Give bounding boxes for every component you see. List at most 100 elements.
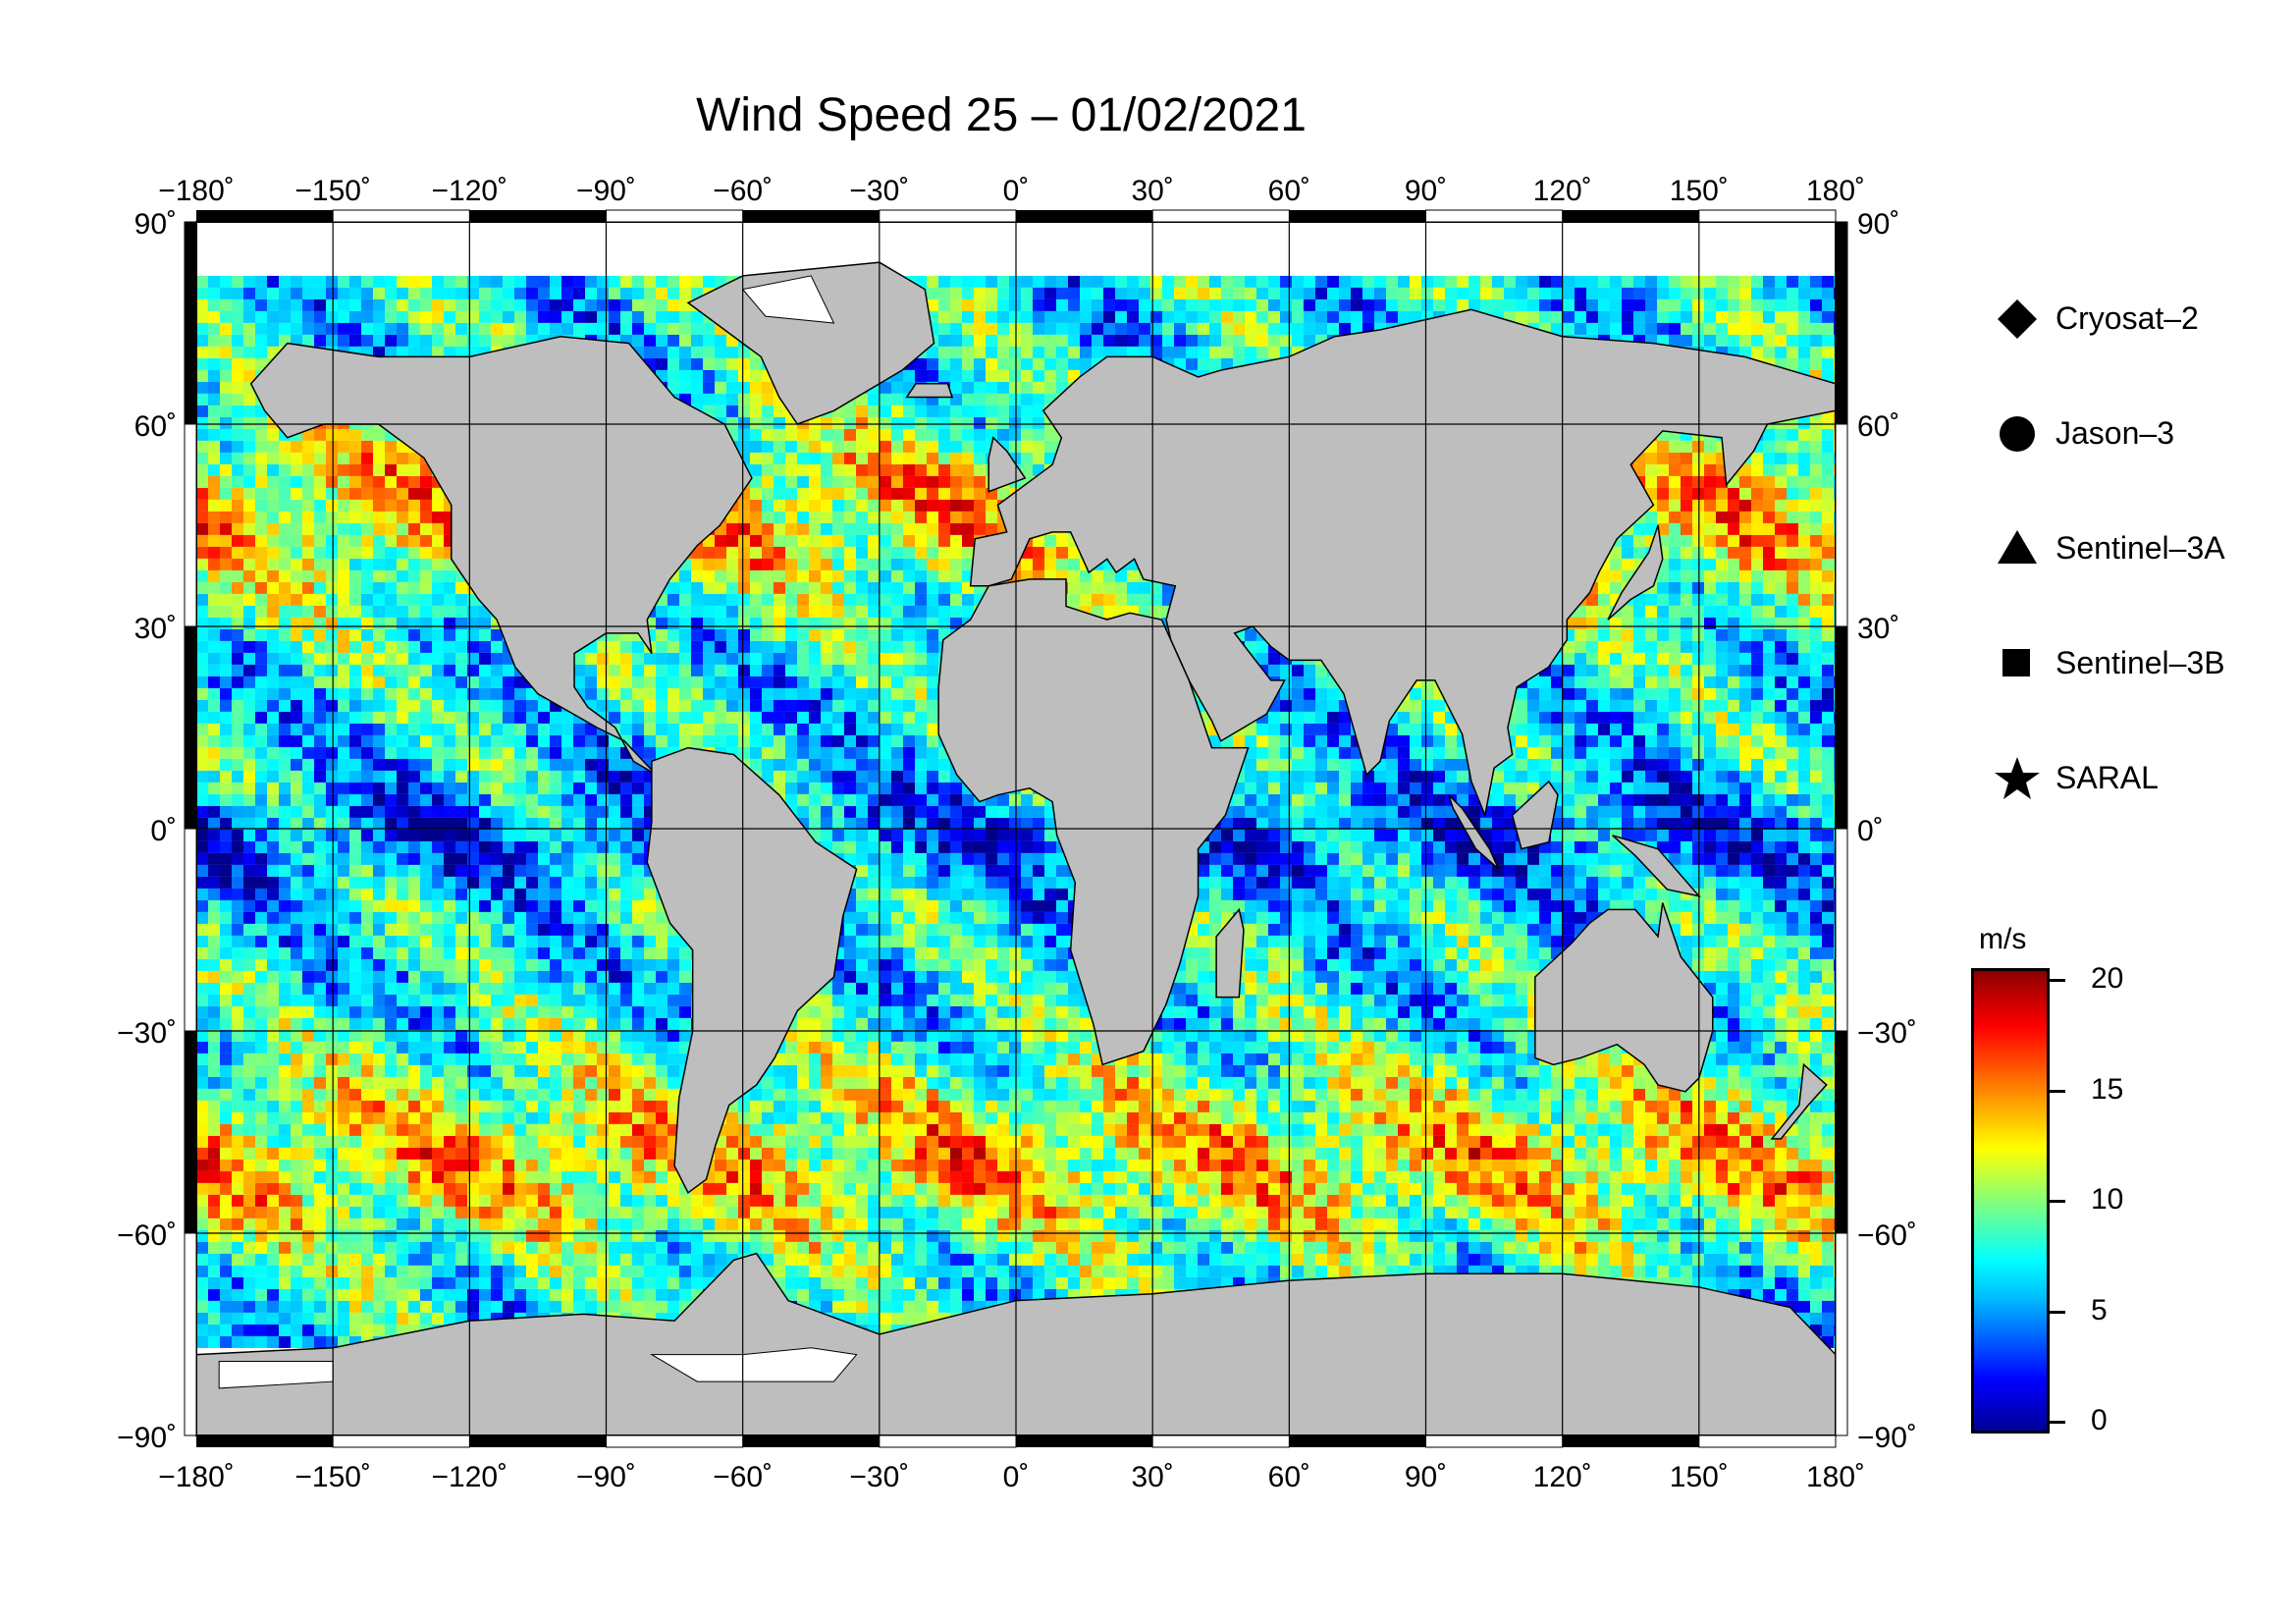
- frame-bar: [184, 1232, 197, 1436]
- legend-item-sentinel-3a: Sentinel–3A: [1993, 524, 2277, 573]
- colorbar-tick: [2050, 1200, 2065, 1203]
- legend-label: Sentinel–3B: [2056, 645, 2225, 680]
- frame-bar: [184, 423, 197, 627]
- frame-bar: [1835, 828, 1848, 1032]
- legend-item-cryosat: Cryosat–2: [1993, 295, 2277, 344]
- legend-label: SARAL: [2056, 760, 2159, 795]
- lon-tick-label: −150˚: [294, 1461, 371, 1493]
- lon-tick-label: 120˚: [1533, 1461, 1592, 1493]
- lon-tick-label: 180˚: [1806, 175, 1865, 207]
- legend-item-jason: Jason–3: [1993, 409, 2277, 459]
- lon-tick-label: 30˚: [1131, 1461, 1173, 1493]
- lon-tick-label: 150˚: [1670, 175, 1729, 207]
- frame-bar: [184, 828, 197, 1032]
- frame-bar: [1425, 1434, 1564, 1448]
- frame-bar: [184, 625, 197, 830]
- triangle-icon: [1998, 530, 2037, 564]
- lat-tick-label: −60˚: [1857, 1219, 1917, 1252]
- frame-bar: [879, 1434, 1017, 1448]
- frame-bar: [1698, 1434, 1837, 1448]
- landmass: [646, 746, 858, 1194]
- lon-tick-label: −180˚: [158, 175, 235, 207]
- colorbar-tick: [2050, 979, 2065, 982]
- frame-bar: [1289, 210, 1426, 222]
- lon-tick-label: 90˚: [1405, 175, 1447, 207]
- lat-tick-label: −90˚: [117, 1422, 177, 1454]
- frame-bar: [742, 1435, 880, 1447]
- lon-tick-label: −90˚: [576, 175, 636, 207]
- frame-bar: [1835, 625, 1848, 830]
- colorbar-tick: [2050, 1310, 2065, 1314]
- frame-bar: [332, 1434, 470, 1448]
- lon-tick-label: 120˚: [1533, 175, 1592, 207]
- lon-tick-label: 60˚: [1268, 1461, 1310, 1493]
- frame-bar: [1016, 210, 1153, 222]
- frame-bar: [184, 221, 197, 425]
- lon-tick-label: −90˚: [576, 1461, 636, 1493]
- lon-tick-label: 180˚: [1806, 1461, 1865, 1493]
- colorbar-tick: [2050, 1421, 2065, 1424]
- lat-tick-label: 30˚: [134, 613, 177, 645]
- frame-bar: [332, 209, 470, 223]
- lat-tick-label: 90˚: [134, 208, 177, 241]
- frame-bar: [606, 209, 744, 223]
- lon-tick-label: 30˚: [1131, 175, 1173, 207]
- frame-bar: [1562, 210, 1699, 222]
- lon-tick-label: 0˚: [1003, 1461, 1030, 1493]
- lat-tick-label: −60˚: [117, 1219, 177, 1252]
- diamond-icon: [1998, 299, 2037, 339]
- colorbar-unit: m/s: [1979, 923, 2027, 955]
- frame-bar: [1151, 1434, 1290, 1448]
- lat-tick-label: −90˚: [1857, 1422, 1917, 1454]
- frame-bar: [1425, 209, 1564, 223]
- lon-tick-label: −180˚: [158, 1461, 235, 1493]
- lon-tick-label: 60˚: [1268, 175, 1310, 207]
- landmass: [1511, 780, 1559, 850]
- frame-bar: [606, 1434, 744, 1448]
- frame-bar: [1835, 1232, 1848, 1436]
- frame-bar: [1698, 209, 1837, 223]
- colorbar-tick-label: 10: [2091, 1183, 2124, 1216]
- frame-bar: [1835, 1030, 1848, 1234]
- colorbar-tick-label: 5: [2091, 1293, 2108, 1326]
- lon-tick-label: 90˚: [1405, 1461, 1447, 1493]
- frame-bar: [469, 210, 607, 222]
- lon-tick-label: 150˚: [1670, 1461, 1729, 1493]
- lon-tick-label: −30˚: [849, 175, 909, 207]
- colorbar-tick-label: 20: [2091, 962, 2124, 995]
- landmass: [1607, 524, 1664, 621]
- frame-bar: [184, 1030, 197, 1234]
- lat-tick-label: 30˚: [1857, 613, 1899, 645]
- landmass: [686, 261, 935, 425]
- landmass: [1612, 835, 1701, 897]
- map-title: Wind Speed 25 – 01/02/2021: [696, 89, 1307, 141]
- lon-tick-label: −30˚: [849, 1461, 909, 1493]
- frame-bar: [1835, 221, 1848, 425]
- legend-label: Jason–3: [2056, 415, 2174, 451]
- colorbar-tick: [2050, 1089, 2065, 1093]
- lat-tick-label: 60˚: [134, 410, 177, 443]
- graticule: [196, 222, 1836, 1435]
- star-icon: [1995, 757, 2040, 799]
- frame-bar: [879, 209, 1017, 223]
- lon-tick-label: −60˚: [713, 1461, 773, 1493]
- frame-bar: [469, 1435, 607, 1447]
- colorbar-tick-label: 15: [2091, 1072, 2124, 1106]
- frame-bar: [742, 210, 880, 222]
- colorbar: [1971, 968, 2050, 1434]
- landmass: [905, 383, 954, 399]
- frame-bar: [1562, 1435, 1699, 1447]
- landmass: [1770, 1062, 1828, 1140]
- lon-tick-label: −150˚: [294, 175, 371, 207]
- legend-item-sentinel-3b: Sentinel–3B: [1993, 639, 2277, 688]
- square-icon: [2002, 649, 2030, 676]
- frame-bar: [196, 210, 334, 222]
- frame-bar: [1151, 209, 1290, 223]
- lon-tick-label: 0˚: [1003, 175, 1030, 207]
- axis-tick-labels: −180˚ −180˚ −150˚ −150˚ −120˚ −120˚ −90˚ −90˚ −6…: [117, 175, 1917, 1493]
- lon-tick-label: −60˚: [713, 175, 773, 207]
- circle-icon: [2000, 416, 2035, 452]
- lat-tick-label: −30˚: [1857, 1017, 1917, 1050]
- frame-bar: [1835, 423, 1848, 627]
